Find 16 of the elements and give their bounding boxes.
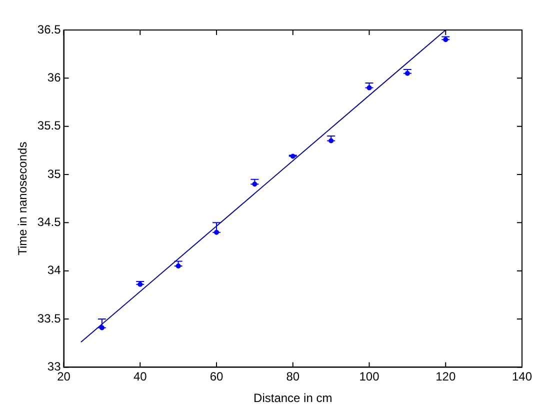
y-tick-label: 33.5: [37, 311, 62, 326]
x-tick-label: 40: [133, 370, 148, 384]
y-tick-label: 34: [47, 263, 62, 278]
y-tick-label: 34.5: [37, 215, 62, 229]
x-tick-label: 20: [57, 370, 71, 384]
y-tick-label: 35: [47, 166, 62, 181]
x-tick-label: 140: [512, 370, 532, 384]
x-tick-label: 120: [436, 370, 456, 384]
y-tick-label: 36.5: [37, 22, 62, 36]
y-tick-label: 36: [47, 70, 62, 84]
x-tick-label: 60: [210, 370, 224, 384]
x-tick-label: 100: [359, 370, 380, 384]
x-axis-title: Distance in cm: [254, 391, 332, 406]
y-axis-title: Time in nanoseconds: [16, 142, 30, 256]
y-tick-label: 35.5: [37, 118, 62, 133]
x-tick-label: 80: [286, 370, 300, 384]
